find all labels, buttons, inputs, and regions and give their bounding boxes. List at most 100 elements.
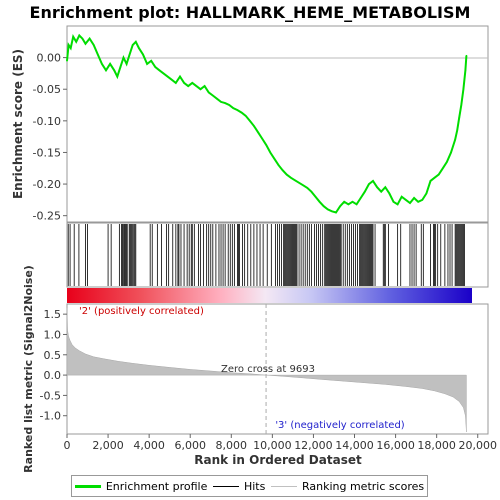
es-y-tick-label: -0.25	[33, 210, 61, 223]
es-point	[228, 104, 231, 106]
ranking-color-bar	[67, 288, 472, 303]
es-point	[380, 190, 383, 193]
es-point	[359, 197, 362, 199]
es-point	[116, 75, 119, 78]
x-tick-label: 16,000	[376, 439, 415, 452]
es-y-tick-label: -0.10	[33, 115, 61, 128]
metric-y-tick-label: -1.0	[40, 410, 61, 423]
es-point	[162, 72, 165, 75]
es-point	[269, 151, 272, 154]
es-point	[244, 114, 247, 117]
es-panel: 0.00 -0.05 -0.10 -0.15 -0.20 -0.25 Enrichment…	[11, 25, 489, 223]
x-tick-label: 6,000	[174, 439, 206, 452]
es-point	[335, 211, 337, 214]
es-point	[84, 42, 87, 45]
metric-y-tick-label: 0.0	[44, 369, 62, 382]
es-point	[396, 203, 399, 206]
es-point	[363, 190, 366, 193]
es-point	[128, 53, 131, 56]
es-y-tick-label: 0.00	[37, 52, 62, 65]
metric-y-tick-label: -0.5	[40, 389, 61, 402]
es-panel-frame	[66, 25, 489, 223]
legend: Enrichment profile Hits Ranking metric s…	[71, 475, 428, 497]
es-point	[207, 91, 210, 94]
metric-y-tick-label: 1.0	[44, 328, 62, 341]
es-point	[150, 59, 152, 62]
x-tick-label: 18,000	[417, 439, 456, 452]
es-point	[158, 69, 161, 72]
x-tick-label: 8,000	[216, 439, 248, 452]
es-point	[220, 101, 222, 103]
es-y-tick-label: -0.05	[33, 83, 61, 96]
es-point	[142, 53, 144, 56]
x-tick-label: 0	[64, 439, 71, 452]
x-tick-label: 4,000	[133, 439, 165, 452]
es-point	[257, 131, 259, 134]
es-point	[454, 139, 456, 141]
es-point	[425, 192, 428, 195]
es-point	[232, 107, 235, 109]
es-point	[413, 197, 415, 199]
es-point	[318, 200, 321, 203]
legend-item-hits: Hits	[212, 479, 266, 493]
enrichment-profile-line	[66, 33, 468, 214]
hits-panel	[66, 222, 489, 288]
es-point	[216, 97, 218, 100]
es-point	[131, 44, 134, 46]
es-point	[314, 195, 317, 198]
es-point	[236, 109, 239, 111]
x-tick-label: 12,000	[294, 439, 333, 452]
es-point	[298, 182, 300, 184]
es-point	[339, 205, 341, 207]
es-point	[101, 63, 103, 65]
es-point	[134, 41, 137, 43]
es-point	[191, 82, 194, 84]
es-point	[464, 69, 467, 72]
es-point	[166, 75, 169, 78]
metric-x-ticks: 0 2,000 4,000 6,000 8,000 10,000 12,000 14,000 1…	[64, 434, 497, 452]
legend-label-ranking: Ranking metric scores	[301, 479, 425, 493]
es-point	[302, 184, 304, 187]
es-point	[224, 102, 226, 104]
es-point	[355, 203, 358, 206]
es-point	[450, 151, 452, 154]
metric-y-tick-label: 0.5	[44, 349, 62, 362]
es-point	[294, 179, 296, 182]
es-point	[69, 47, 72, 49]
es-point	[273, 157, 276, 160]
es-point	[113, 69, 116, 72]
es-point	[458, 116, 461, 119]
legend-label-hits: Hits	[243, 479, 266, 493]
legend-label-enrichment: Enrichment profile	[105, 479, 208, 493]
x-axis-label: Rank in Ordered Dataset	[194, 453, 362, 467]
es-point	[119, 66, 122, 68]
x-tick-label: 2,000	[92, 439, 124, 452]
es-point	[392, 200, 395, 203]
metric-y-ticks: 1.5 1.0 0.5 0.0 -0.5 -1.0	[40, 308, 67, 423]
es-point	[88, 37, 91, 40]
es-point	[433, 176, 436, 179]
es-point	[179, 75, 181, 78]
es-point	[109, 63, 111, 65]
es-point	[92, 44, 95, 46]
legend-item-enrichment-profile: Enrichment profile	[74, 479, 208, 493]
es-point	[187, 85, 189, 87]
metric-y-tick-label: 1.5	[44, 308, 62, 321]
es-point	[67, 44, 70, 46]
es-point	[138, 47, 140, 49]
es-point	[351, 200, 354, 203]
es-point	[347, 203, 350, 206]
es-point	[400, 195, 403, 198]
es-point	[327, 208, 329, 211]
metric-panel: 1.5 1.0 0.5 0.0 -0.5 -1.0 0 2,000 4,000 6,000 8,0…	[22, 265, 497, 473]
es-y-ticks: 0.00 -0.05 -0.10 -0.15 -0.20 -0.25	[33, 52, 67, 223]
es-y-axis-label: Enrichment score (ES)	[11, 49, 25, 199]
es-point	[460, 104, 463, 106]
hit-marks	[67, 224, 465, 286]
es-point	[248, 120, 251, 122]
es-point	[437, 173, 440, 176]
es-point	[376, 186, 378, 189]
es-point	[285, 173, 288, 176]
es-point	[372, 180, 374, 182]
